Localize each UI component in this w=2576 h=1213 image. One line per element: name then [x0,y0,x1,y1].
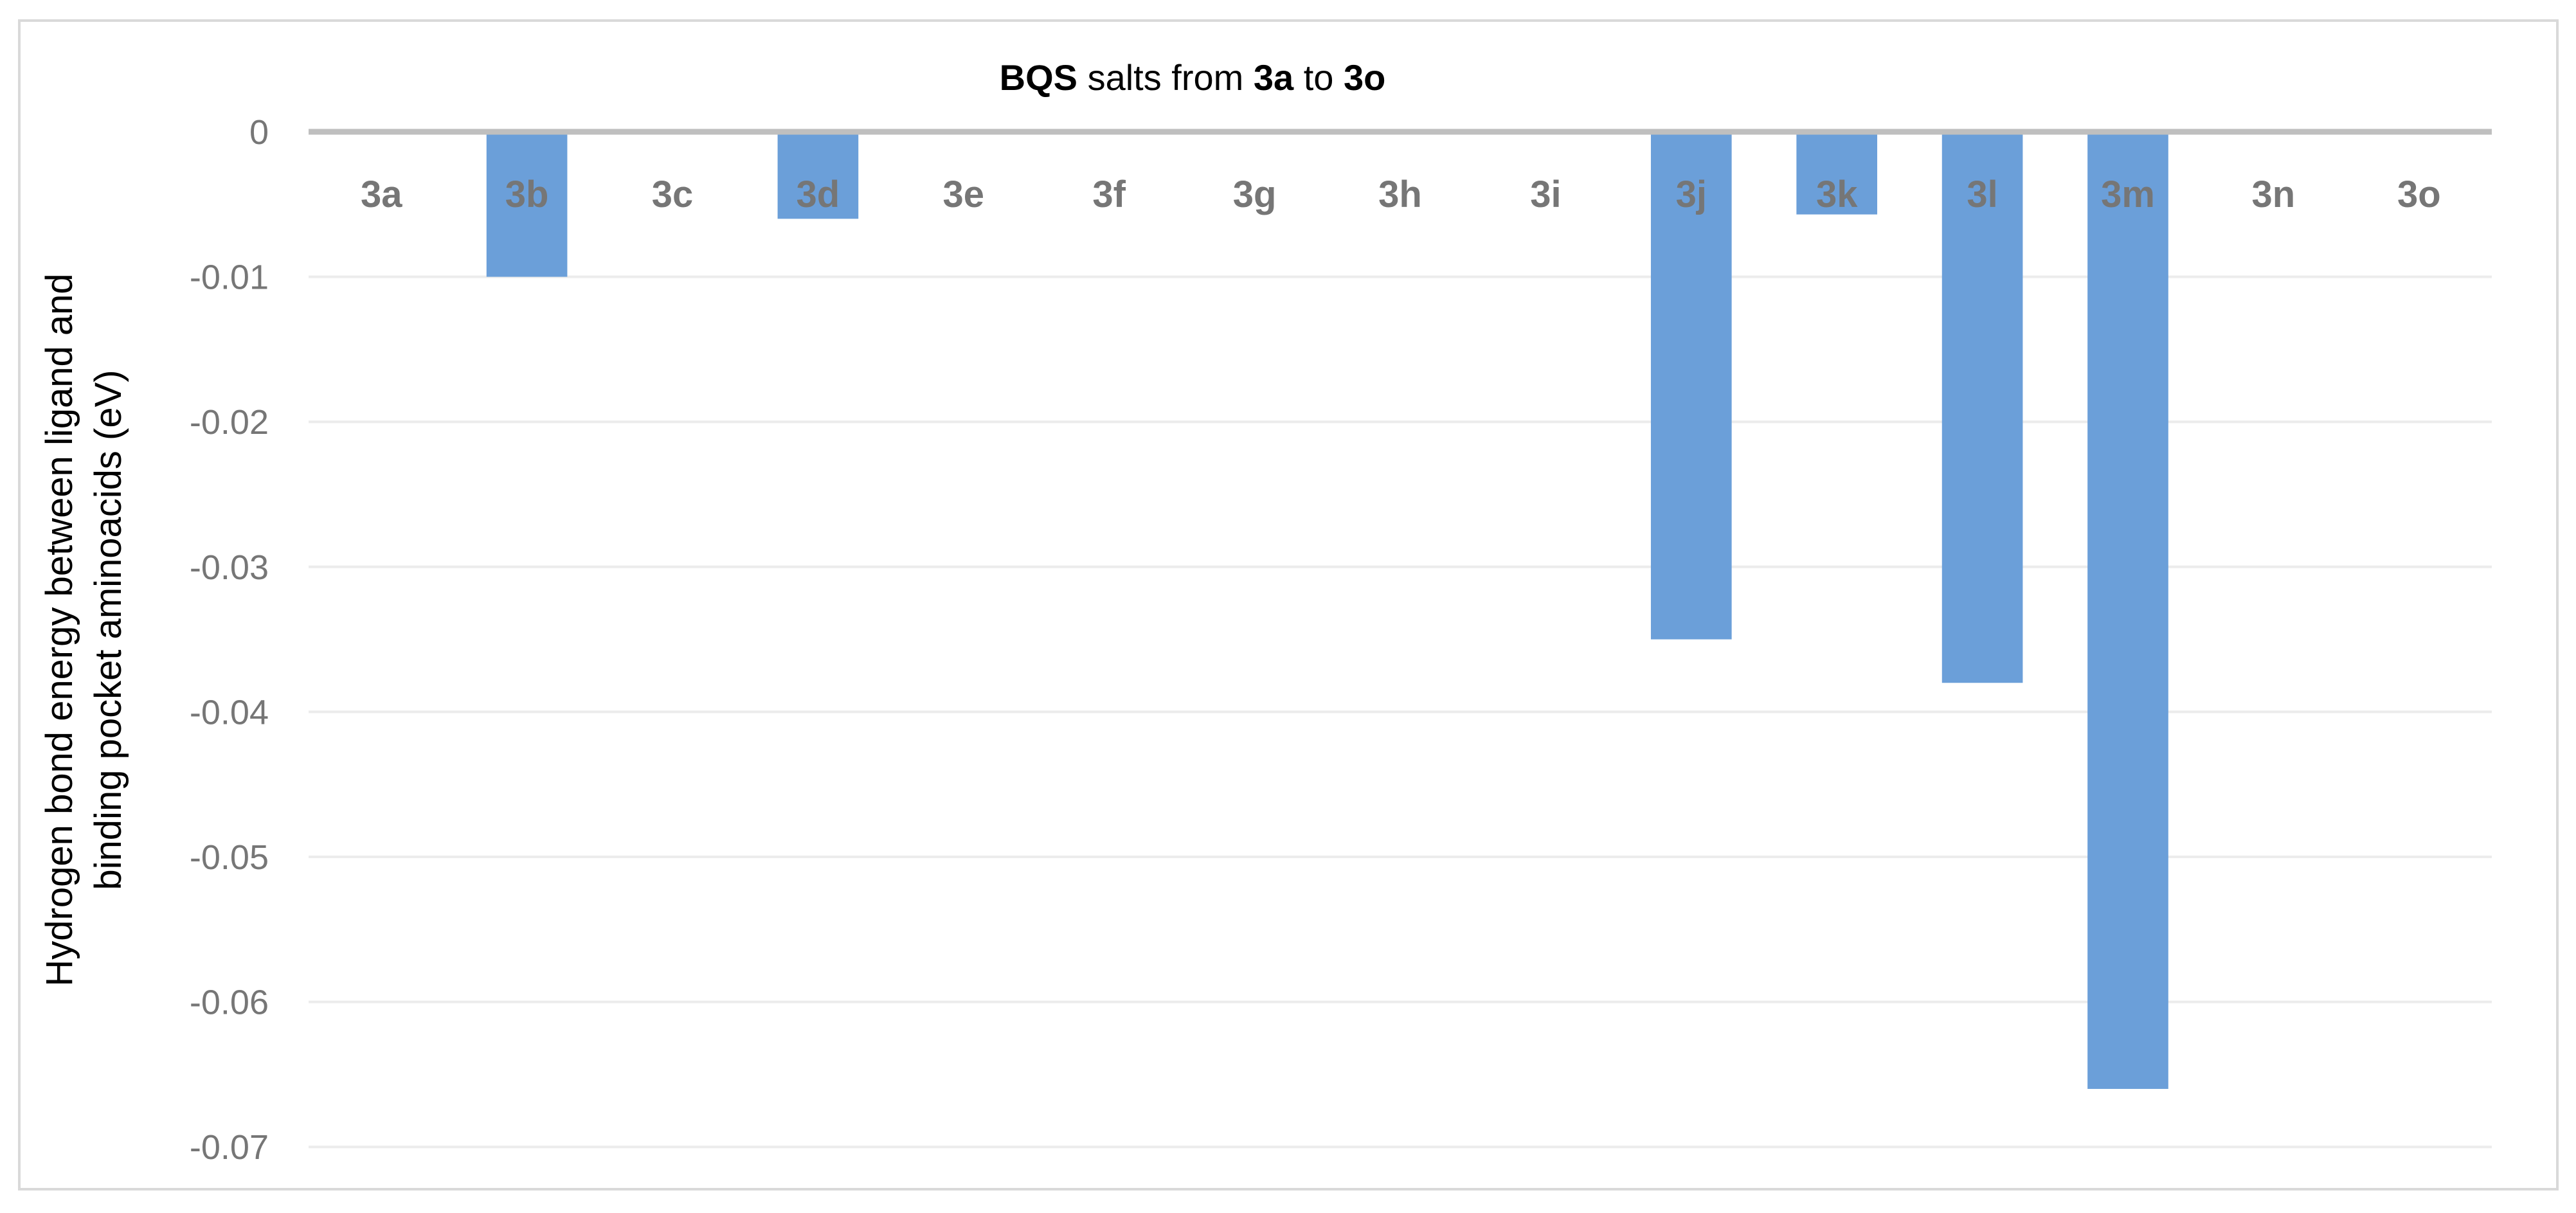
y-tick-label: -0.05 [190,838,269,877]
y-axis-title: Hydrogen bond energy between ligand and b… [39,273,129,986]
y-axis-title-line: binding pocket aminoacids (eV) [87,370,129,890]
y-tick-labels: 0 -0.01 -0.02 -0.03 -0.04 -0.05 -0.06 -0.07 [190,113,269,1167]
category-label: 3b [505,174,549,215]
chart-title-part: 3a [1254,57,1294,98]
y-tick-label: -0.02 [190,403,269,442]
chart-title-part: BQS [1000,57,1077,98]
category-label: 3j [1676,174,1707,215]
y-tick-label: -0.04 [190,693,269,732]
bar-3l [1941,132,2023,683]
category-label: 3k [1816,174,1858,215]
y-tick-label: -0.03 [190,548,269,587]
y-axis-title-line: Hydrogen bond energy between ligand and [39,273,80,986]
category-labels: 3a 3b 3c 3d 3e 3f 3g 3h 3i 3j 3k 3l 3m 3n 3o [361,174,2441,215]
bar-3b [486,132,568,277]
y-tick-label: -0.01 [190,258,269,297]
chart-title-part: to [1293,57,1344,98]
category-label: 3c [652,174,694,215]
category-label: 3h [1378,174,1422,215]
category-label: 3g [1233,174,1277,215]
y-tick-label: 0 [249,113,269,152]
bars [486,132,2168,1089]
chart-title-part: 3o [1344,57,1385,98]
category-label: 3n [2252,174,2296,215]
chart-title: BQS salts from 3a to 3o [1000,57,1386,98]
y-tick-label: -0.06 [190,984,269,1022]
category-label: 3d [797,174,840,215]
y-tick-label: -0.07 [190,1128,269,1167]
category-label: 3e [943,174,985,215]
category-label: 3f [1092,174,1126,215]
bar-3k [1796,132,1878,215]
category-label: 3o [2397,174,2441,215]
category-label: 3l [1967,174,1997,215]
bar-3m [2087,132,2168,1089]
category-label: 3m [2101,174,2155,215]
chart-title-part: salts from [1077,57,1254,98]
bar-3d [777,132,859,219]
bar-3j [1650,132,1732,640]
category-label: 3i [1530,174,1561,215]
category-label: 3a [361,174,402,215]
